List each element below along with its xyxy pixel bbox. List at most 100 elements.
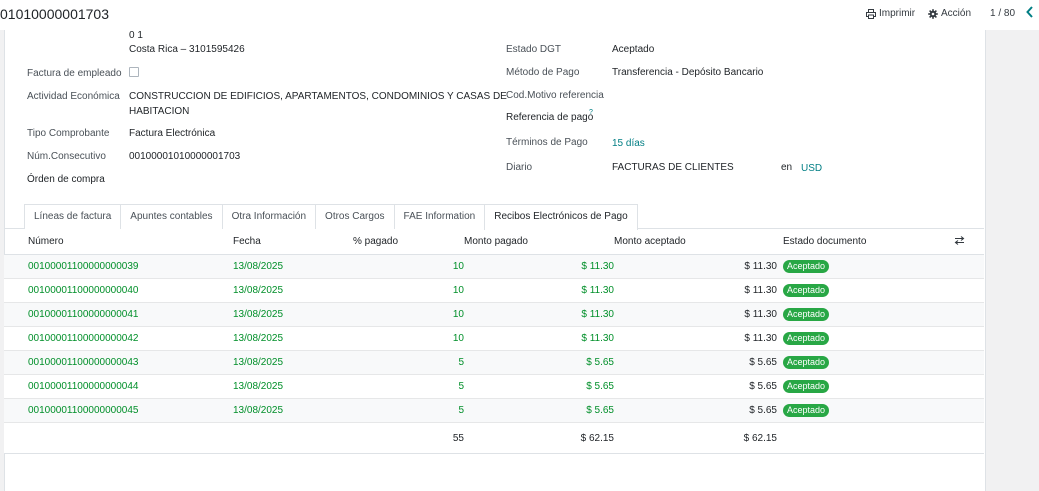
cell-pagado: 10 xyxy=(353,302,464,327)
control-panel: 01010000001703 Imprimir Acción 1 / 80 xyxy=(0,0,1039,30)
cell-numero: 00100001100000000042 xyxy=(28,326,233,351)
cell-monto-aceptado: $ 11.30 xyxy=(614,302,777,327)
currency-value[interactable]: USD xyxy=(801,163,823,174)
receipts-table: Número Fecha % pagado Monto pagado Monto… xyxy=(4,229,984,454)
employee-invoice-label: Factura de empleado xyxy=(27,68,122,79)
cell-fecha: 13/08/2025 xyxy=(233,326,353,351)
tab-other-info[interactable]: Otra Información xyxy=(221,204,317,229)
table-row[interactable]: 00100001100000000042 13/08/2025 10 $ 11.… xyxy=(4,326,984,351)
tab-other-charges[interactable]: Otros Cargos xyxy=(315,204,395,229)
gear-icon xyxy=(928,8,938,19)
table-row[interactable]: 00100001100000000045 13/08/2025 5 $ 5.65… xyxy=(4,398,984,423)
tab-fae-information[interactable]: FAE Information xyxy=(393,204,486,229)
purchase-order-label: Órden de compra xyxy=(27,174,105,185)
pager-value[interactable]: 1 / 80 xyxy=(990,8,1016,19)
col-header-estado[interactable]: Estado documento xyxy=(783,229,954,255)
payment-reference-help-icon[interactable]: ? xyxy=(589,109,593,116)
status-badge: Aceptado xyxy=(783,284,830,297)
cell-pagado: 10 xyxy=(353,278,464,303)
status-badge: Aceptado xyxy=(783,356,830,369)
tab-invoice-lines[interactable]: Líneas de factura xyxy=(24,204,122,229)
status-badge: Aceptado xyxy=(783,260,830,273)
cell-monto-aceptado: $ 11.30 xyxy=(614,326,777,351)
dgt-state-value: Aceptado xyxy=(612,44,655,55)
cell-monto-aceptado: $ 11.30 xyxy=(614,254,777,279)
col-header-fecha[interactable]: Fecha xyxy=(233,229,353,255)
journal-value[interactable]: FACTURAS DE CLIENTES xyxy=(612,162,734,173)
cell-monto-pagado: $ 5.65 xyxy=(464,398,614,423)
status-badge: Aceptado xyxy=(783,380,830,393)
cell-monto-pagado: $ 5.65 xyxy=(464,350,614,375)
cell-fecha: 13/08/2025 xyxy=(233,374,353,399)
economic-activity-value-cont[interactable]: HABITACION xyxy=(129,106,190,117)
status-badge: Aceptado xyxy=(783,404,830,417)
status-badge: Aceptado xyxy=(783,308,830,321)
action-label: Acción xyxy=(941,8,972,19)
printer-icon xyxy=(866,8,876,19)
economic-activity-label: Actividad Económica xyxy=(27,91,120,102)
print-label: Imprimir xyxy=(879,8,916,19)
cell-numero: 00100001100000000043 xyxy=(28,350,233,375)
cell-fecha: 13/08/2025 xyxy=(233,278,353,303)
total-monto-pagado: $ 62.15 xyxy=(464,422,614,454)
cell-fecha: 13/08/2025 xyxy=(233,398,353,423)
col-header-pagado[interactable]: % pagado xyxy=(353,229,464,255)
cell-numero: 00100001100000000044 xyxy=(28,374,233,399)
journal-label: Diario xyxy=(506,162,533,173)
consecutive-value[interactable]: 00100001010000001703 xyxy=(129,151,241,162)
payment-terms-value[interactable]: 15 días xyxy=(612,138,645,149)
action-button[interactable]: Acción xyxy=(928,8,971,19)
totals-row: 55 $ 62.15 $ 62.15 xyxy=(4,422,984,454)
cell-numero: 00100001100000000040 xyxy=(28,278,233,303)
cell-pagado: 10 xyxy=(353,254,464,279)
cell-pagado: 5 xyxy=(353,374,464,399)
table-header-row: Número Fecha % pagado Monto pagado Monto… xyxy=(4,229,984,255)
cell-monto-aceptado: $ 5.65 xyxy=(614,398,777,423)
table-row[interactable]: 00100001100000000041 13/08/2025 10 $ 11.… xyxy=(4,302,984,327)
cell-monto-pagado: $ 11.30 xyxy=(464,302,614,327)
total-monto-aceptado: $ 62.15 xyxy=(614,422,777,454)
record-title: 01010000001703 xyxy=(0,6,110,22)
voucher-type-label: Tipo Comprobante xyxy=(27,128,110,139)
cell-pagado: 10 xyxy=(353,326,464,351)
cell-monto-pagado: $ 11.30 xyxy=(464,278,614,303)
status-badge: Aceptado xyxy=(783,332,830,345)
cell-pagado: 5 xyxy=(353,398,464,423)
cell-numero: 00100001100000000041 xyxy=(28,302,233,327)
table-row[interactable]: 00100001100000000043 13/08/2025 5 $ 5.65… xyxy=(4,350,984,375)
optional-columns-toggle[interactable] xyxy=(954,229,984,255)
optional-columns-icon[interactable] xyxy=(954,235,965,245)
cell-monto-aceptado: $ 5.65 xyxy=(614,374,777,399)
cell-monto-pagado: $ 11.30 xyxy=(464,254,614,279)
print-button[interactable]: Imprimir xyxy=(866,8,915,19)
cell-monto-aceptado: $ 5.65 xyxy=(614,350,777,375)
address-line1: 0 1 xyxy=(129,30,143,41)
employee-invoice-checkbox[interactable] xyxy=(129,67,139,77)
col-header-monto-pagado[interactable]: Monto pagado xyxy=(464,229,614,255)
cell-pagado: 5 xyxy=(353,350,464,375)
cell-monto-pagado: $ 11.30 xyxy=(464,326,614,351)
table-row[interactable]: 00100001100000000039 13/08/2025 10 $ 11.… xyxy=(4,254,984,279)
voucher-type-value[interactable]: Factura Electrónica xyxy=(129,128,216,139)
cell-fecha: 13/08/2025 xyxy=(233,302,353,327)
economic-activity-value[interactable]: CONSTRUCCION DE EDIFICIOS, APARTAMENTOS,… xyxy=(129,91,507,102)
currency-prefix: en xyxy=(781,162,793,173)
payment-method-value[interactable]: Transferencia - Depósito Bancario xyxy=(612,67,764,78)
tab-journal-items[interactable]: Apuntes contables xyxy=(120,204,223,229)
table-row[interactable]: 00100001100000000040 13/08/2025 10 $ 11.… xyxy=(4,278,984,303)
cell-monto-aceptado: $ 11.30 xyxy=(614,278,777,303)
table-row[interactable]: 00100001100000000044 13/08/2025 5 $ 5.65… xyxy=(4,374,984,399)
cell-fecha: 13/08/2025 xyxy=(233,254,353,279)
consecutive-label: Núm.Consecutivo xyxy=(27,151,106,162)
tab-electronic-payment-receipts[interactable]: Recibos Electrónicos de Pago xyxy=(484,204,638,230)
chevron-left-icon[interactable] xyxy=(1024,5,1036,19)
address-line2: Costa Rica – 3101595426 xyxy=(129,44,245,55)
col-header-monto-aceptado[interactable]: Monto aceptado xyxy=(614,229,777,255)
cell-fecha: 13/08/2025 xyxy=(233,350,353,375)
payment-reference-label: Referencia de pago xyxy=(506,112,594,123)
payment-terms-label: Términos de Pago xyxy=(506,137,588,148)
payment-method-label: Método de Pago xyxy=(506,67,580,78)
cell-numero: 00100001100000000039 xyxy=(28,254,233,279)
col-header-numero[interactable]: Número xyxy=(28,229,233,255)
dgt-state-label: Estado DGT xyxy=(506,44,562,55)
